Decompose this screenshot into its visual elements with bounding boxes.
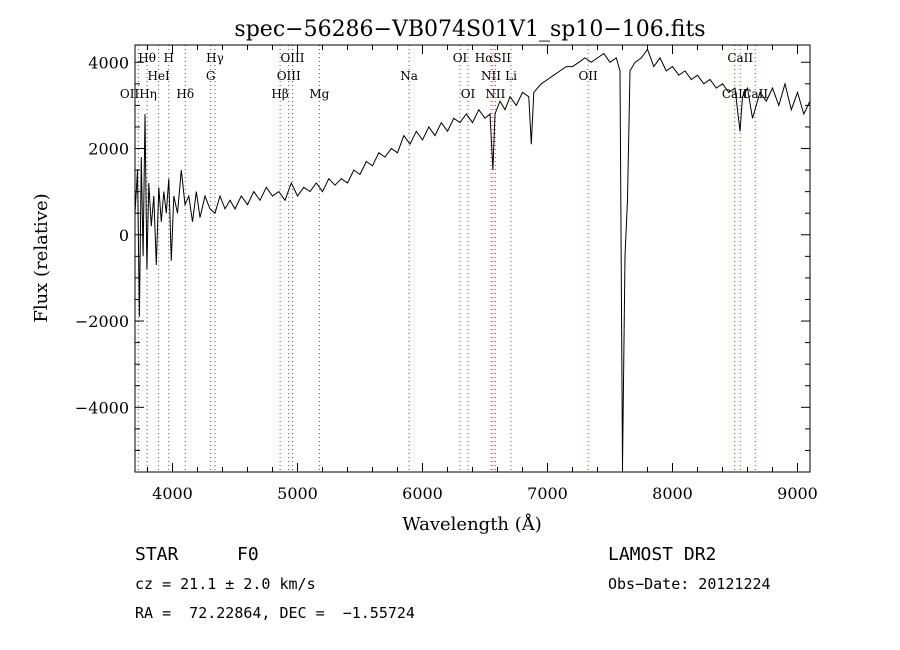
line-label: Hδ bbox=[176, 87, 194, 101]
line-label: Hβ bbox=[271, 87, 288, 101]
coordinates: RA = 72.22864, DEC = −1.55724 bbox=[135, 604, 415, 622]
line-label: H bbox=[164, 51, 174, 65]
x-tick-label: 9000 bbox=[777, 484, 818, 503]
line-label: NII bbox=[485, 87, 505, 101]
chart-title: spec−56286−VB074S01V1_sp10−106.fits bbox=[234, 17, 705, 42]
redshift-cz: cz = 21.1 ± 2.0 km/s bbox=[135, 575, 316, 593]
line-label: Mg bbox=[309, 87, 329, 101]
y-axis-label: Flux (relative) bbox=[31, 193, 52, 322]
y-tick-label: 2000 bbox=[88, 140, 129, 159]
line-label: Hθ bbox=[138, 51, 156, 65]
x-axis-label: Wavelength (Å) bbox=[402, 513, 542, 535]
y-tick-label: −4000 bbox=[75, 398, 129, 417]
line-label: OI bbox=[461, 87, 476, 101]
line-label: HαSII bbox=[475, 51, 512, 65]
x-tick-label: 6000 bbox=[402, 484, 443, 503]
plot-frame bbox=[134, 44, 811, 473]
line-label: OII bbox=[578, 69, 598, 83]
object-type: STAR bbox=[135, 544, 179, 565]
line-label: Li bbox=[505, 69, 517, 83]
line-label: HeI bbox=[147, 69, 170, 83]
y-tick-label: 0 bbox=[119, 226, 129, 245]
line-label: CaII bbox=[722, 87, 748, 101]
x-tick-label: 4000 bbox=[152, 484, 193, 503]
obs-date: Obs−Date: 20121224 bbox=[608, 575, 771, 593]
x-axis: 4000 5000 6000 7000 8000 9000 bbox=[147, 45, 818, 503]
line-label: NII bbox=[481, 69, 501, 83]
line-markers bbox=[137, 45, 756, 472]
line-label: OIII bbox=[280, 51, 304, 65]
line-label: OIIHη bbox=[120, 87, 157, 101]
line-label: Na bbox=[400, 69, 418, 83]
spectrum-line bbox=[134, 48, 811, 468]
y-axis: −4000 −2000 0 2000 4000 bbox=[75, 53, 810, 451]
line-label: OIII bbox=[277, 69, 301, 83]
x-tick-label: 7000 bbox=[527, 484, 568, 503]
survey-name: LAMOST DR2 bbox=[608, 544, 717, 565]
line-label: OI bbox=[453, 51, 468, 65]
y-tick-label: 4000 bbox=[88, 53, 129, 72]
line-label: Hγ bbox=[206, 51, 224, 65]
line-label: CaII bbox=[727, 51, 753, 65]
x-tick-label: 8000 bbox=[652, 484, 693, 503]
spectral-class: F0 bbox=[237, 544, 259, 565]
line-label: G bbox=[206, 69, 216, 83]
x-tick-label: 5000 bbox=[277, 484, 318, 503]
y-tick-label: −2000 bbox=[75, 312, 129, 331]
